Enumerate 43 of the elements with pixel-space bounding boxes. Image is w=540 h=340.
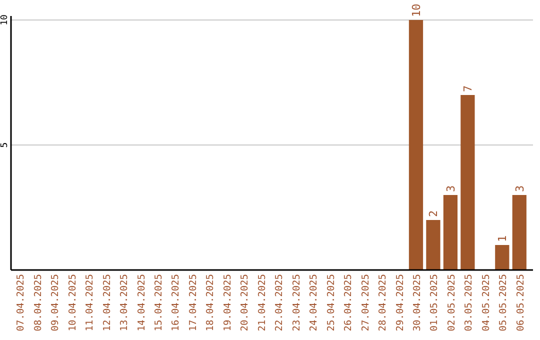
x-tick-label: 03.05.2025 — [464, 274, 475, 332]
x-tick-label: 14.04.2025 — [136, 274, 148, 332]
data-label: 7 — [462, 85, 475, 92]
x-tick-label: 21.04.2025 — [256, 274, 268, 332]
x-tick-label: 01.05.2025 — [429, 274, 440, 332]
x-tick-label: 29.04.2025 — [394, 274, 406, 332]
x-tick-label: 16.04.2025 — [170, 274, 182, 332]
x-tick-label: 19.04.2025 — [222, 274, 234, 332]
x-tick-label: 23.04.2025 — [291, 274, 302, 332]
x-tick-label: 22.04.2025 — [274, 274, 286, 332]
x-tick-label: 24.04.2025 — [308, 274, 320, 332]
bar — [443, 195, 458, 270]
x-tick-label: 08.04.2025 — [32, 274, 44, 332]
data-label: 3 — [513, 185, 526, 192]
x-tick-label: 30.04.2025 — [412, 274, 423, 332]
x-tick-label: 04.05.2025 — [480, 274, 492, 332]
x-tick-label: 07.04.2025 — [16, 274, 27, 332]
x-tick-label: 10.04.2025 — [67, 274, 78, 332]
x-tick-label: 02.05.2025 — [446, 274, 458, 332]
x-tick-label: 12.04.2025 — [102, 274, 113, 332]
bar — [408, 20, 424, 270]
y-tick-label: 5 — [0, 142, 10, 148]
x-tick-label: 15.04.2025 — [153, 274, 164, 332]
data-label: 1 — [496, 235, 510, 242]
x-tick-label: 13.04.2025 — [119, 274, 130, 332]
data-label: 2 — [427, 210, 440, 217]
x-tick-label: 27.04.2025 — [360, 274, 372, 332]
bar — [426, 220, 440, 270]
data-label: 10 — [410, 4, 423, 17]
bar — [460, 95, 475, 270]
x-tick-label: 28.04.2025 — [378, 274, 389, 332]
x-tick-label: 05.05.2025 — [498, 274, 510, 332]
x-tick-label: 18.04.2025 — [205, 274, 216, 332]
x-tick-label: 06.05.2025 — [515, 274, 526, 332]
data-label: 3 — [444, 185, 458, 192]
bar — [512, 195, 526, 270]
x-tick-label: 09.04.2025 — [50, 274, 62, 332]
x-tick-label: 11.04.2025 — [84, 274, 96, 332]
bar — [495, 245, 510, 270]
x-tick-label: 17.04.2025 — [188, 274, 199, 332]
x-tick-label: 25.04.2025 — [326, 274, 337, 332]
x-tick-label: 26.04.2025 — [343, 274, 354, 332]
x-tick-label: 20.04.2025 — [240, 274, 251, 332]
